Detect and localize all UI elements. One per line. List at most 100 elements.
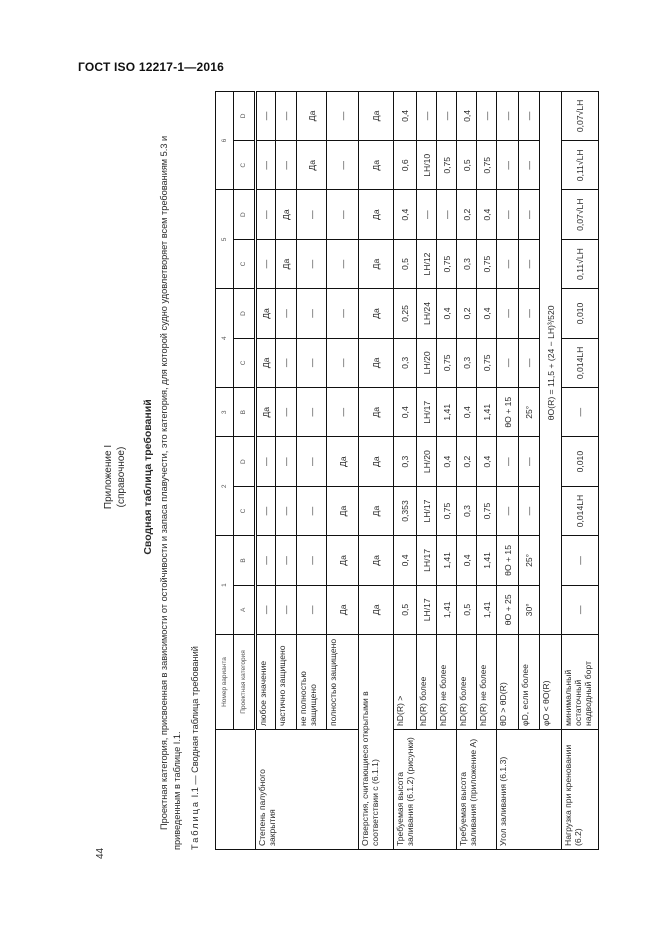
table-row: Нагрузка при креновании (6.2) минимальный… [561,91,599,850]
value-cell: — [496,189,519,240]
value-cell: 0,4 [393,189,417,240]
value-cell: 0,75 [436,239,457,289]
variant-number-label: Номер варианта [215,634,234,730]
table-caption: Таблица I.1 — Сводная таблица требований [190,646,200,850]
table-row: Угол заливания (6.1.3) θD > θD(R) θO + 25 θ… [496,91,562,850]
value-cell: 0,5 [393,585,417,635]
value-cell: 0,75 [436,140,457,190]
row-sublabel: φD, если более [518,634,540,730]
value-cell: — [518,140,540,190]
value-cell: — [476,91,497,141]
value-cell: LH/12 [416,239,437,289]
value-cell: Да [326,585,359,635]
value-cell: — [518,91,540,141]
value-cell: Да [358,436,394,487]
value-cell: — [255,140,276,190]
value-cell: — [518,486,540,536]
value-cell: — [255,91,276,141]
value-cell: — [496,239,519,289]
value-cell: — [275,486,297,536]
value-cell: 0,014LH [561,486,599,536]
table-row: Степень палубного закрытия любое значение… [255,91,359,850]
value-cell: 0,4 [393,91,417,141]
value-cell: 0,353 [393,486,417,536]
design-category: D [233,189,256,240]
value-cell: — [561,387,599,437]
value-cell: 0,75 [476,239,497,289]
value-cell: — [496,486,519,536]
variant-number: 2 [215,436,234,536]
value-cell: 0,4 [476,288,497,339]
value-cell: 0,6 [393,140,417,190]
value-cell: 0,25 [393,288,417,339]
value-cell: — [326,140,359,190]
value-cell: LH/20 [416,338,437,388]
document-code: ГОСТ ISO 12217-1—2016 [78,60,224,74]
value-cell: Да [358,288,394,339]
value-cell: 0,3 [456,239,477,289]
value-cell: — [496,436,519,487]
value-cell: 0,2 [456,288,477,339]
value-cell: 0,3 [456,486,477,536]
value-cell: 0,014LH [561,338,599,388]
value-cell: 0,75 [476,140,497,190]
value-cell: — [255,189,276,240]
value-cell: Да [358,387,394,437]
value-cell: Да [275,239,297,289]
value-cell: — [561,585,599,635]
variant-number: 4 [215,288,234,388]
row-group-label: Степень палубного закрытия [255,729,359,850]
table-row: Требуемая высота заливания (приложение А… [456,91,497,850]
value-cell: 25° [518,535,540,586]
value-cell: — [296,486,327,536]
value-cell: 0,75 [476,486,497,536]
intro-paragraph: Проектная категория, присвоенная в завис… [159,135,182,850]
table-row: Отверстия, считающиеся открытыми в соотв… [358,91,394,850]
design-category: C [233,140,256,190]
value-cell: — [518,338,540,388]
value-cell: Да [296,140,327,190]
row-sublabel: частично защищено [275,634,297,730]
value-cell: — [496,338,519,388]
value-cell: — [496,140,519,190]
value-cell: LH/17 [416,585,437,635]
value-cell: 30° [518,585,540,635]
value-cell: LH/20 [416,436,437,487]
value-cell: Да [358,91,394,141]
row-group-label: Требуемая высота заливания (6.1.2) (рису… [393,729,457,850]
value-cell: 0,07√LH [561,189,599,240]
value-cell: 0,07√LH [561,91,599,141]
value-cell: 0,75 [436,486,457,536]
variant-number: 5 [215,189,234,289]
value-cell: 0,75 [436,338,457,388]
design-category: B [233,387,256,437]
variant-number: 1 [215,535,234,635]
value-cell: 0,4 [476,436,497,487]
value-cell: LH/17 [416,535,437,586]
row-sublabel: hD(R) более [456,634,477,730]
value-cell: — [518,239,540,289]
value-cell: 25° [518,387,540,437]
row-label: Отверстия, считающиеся открытыми в соотв… [358,634,394,850]
value-cell: — [275,387,297,437]
value-cell: θO + 15 [496,387,519,437]
value-cell: — [561,535,599,586]
value-cell: — [436,91,457,141]
variant-number: 6 [215,91,234,190]
value-cell: 0,4 [393,535,417,586]
value-cell: Да [255,288,276,339]
value-cell: 0,11√LH [561,239,599,289]
value-cell: — [326,189,359,240]
value-cell: — [436,189,457,240]
value-cell: — [275,140,297,190]
value-cell: Да [358,189,394,240]
value-cell: LH/17 [416,387,437,437]
design-category: D [233,91,256,141]
value-cell: — [255,486,276,536]
value-cell: LH/24 [416,288,437,339]
value-cell: 0,5 [456,585,477,635]
requirements-table: Номер варианта 1 2 3 4 5 6 Проектная категория A… [215,91,599,850]
value-cell: 0,4 [436,436,457,487]
value-cell: 0,3 [393,436,417,487]
value-cell: 0,4 [456,91,477,141]
